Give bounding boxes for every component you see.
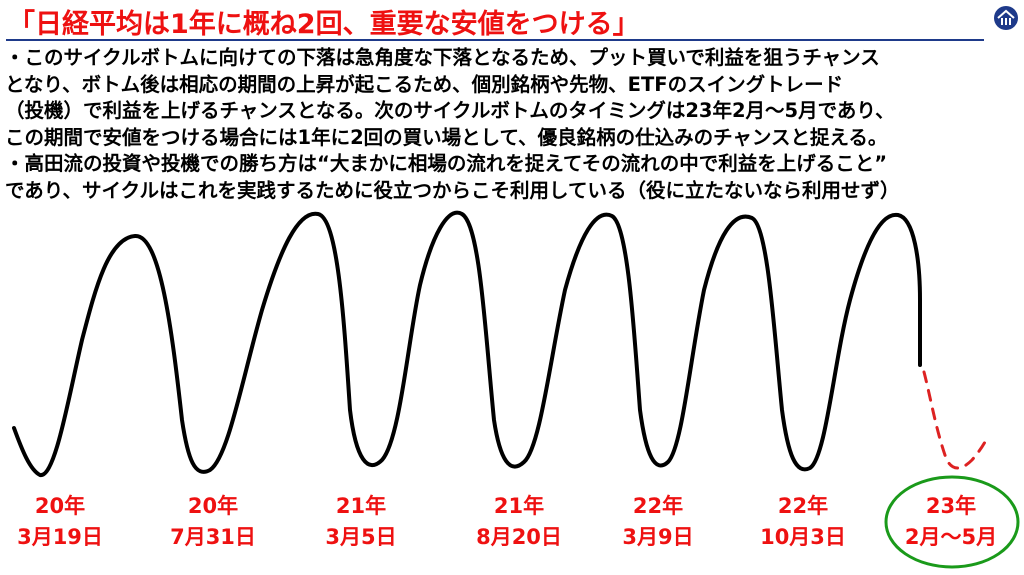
title-underline <box>6 39 984 41</box>
bottom-label: 22年 10月3日 <box>748 491 858 553</box>
bottom-label: 21年 8月20日 <box>464 491 574 553</box>
bottom-date: 10月3日 <box>760 525 846 549</box>
bottom-year: 21年 <box>493 494 545 518</box>
bottom-year: 22年 <box>777 494 829 518</box>
bottom-date: 7月31日 <box>170 525 256 549</box>
bottom-date: 3月5日 <box>325 525 397 549</box>
bottom-year: 20年 <box>34 494 86 518</box>
bottom-date: 3月19日 <box>17 525 103 549</box>
explanation-text: ・このサイクルボトムに向けての下落は急角度な下落となるため、プット買いで利益を狙… <box>5 45 1021 204</box>
bottom-year: 23年 <box>925 494 977 518</box>
text-line: となり、ボトム後は相応の期間の上昇が起こるため、個別銘柄や先物、ETFのスイング… <box>5 72 844 96</box>
highlight-circle <box>884 475 1020 569</box>
projected-decline <box>922 370 988 470</box>
bottom-label: 20年 7月31日 <box>158 491 268 553</box>
bottom-label: 20年 3月19日 <box>5 491 115 553</box>
slide-title: 「日経平均は1年に概ね2回、重要な安値をつける」 <box>8 9 640 40</box>
text-line: （投機）で利益を上げるチャンスとなる。次のサイクルボトムのタイミングは23年2月… <box>5 99 895 122</box>
bottom-label: 21年 3月5日 <box>306 491 416 553</box>
bottom-year: 22年 <box>632 494 684 518</box>
roof-house-icon <box>994 6 1018 30</box>
bottom-date: 3月9日 <box>622 525 694 549</box>
text-line: この期間で安値をつける場合には1年に2回の買い場として、優良銘柄の仕込みのチャン… <box>5 125 888 149</box>
bottom-date: 2月～5月 <box>904 525 998 549</box>
bottom-year: 21年 <box>335 494 387 518</box>
text-line: ・このサイクルボトムに向けての下落は急角度な下落となるため、プット買いで利益を狙… <box>5 46 880 69</box>
bottom-date: 8月20日 <box>476 525 562 549</box>
bottom-label: 22年 3月9日 <box>603 491 713 553</box>
cycle-wave <box>12 210 922 477</box>
bottom-year: 20年 <box>187 494 239 518</box>
text-line: であり、サイクルはこれを実践するために役立つからこそ利用している（役に立たないな… <box>5 178 900 202</box>
bottom-label-forecast: 23年 2月～5月 <box>896 491 1006 553</box>
text-line: ・高田流の投資や投機での勝ち方は“大まかに相場の流れを捉えてその流れの中で利益を… <box>5 152 888 175</box>
